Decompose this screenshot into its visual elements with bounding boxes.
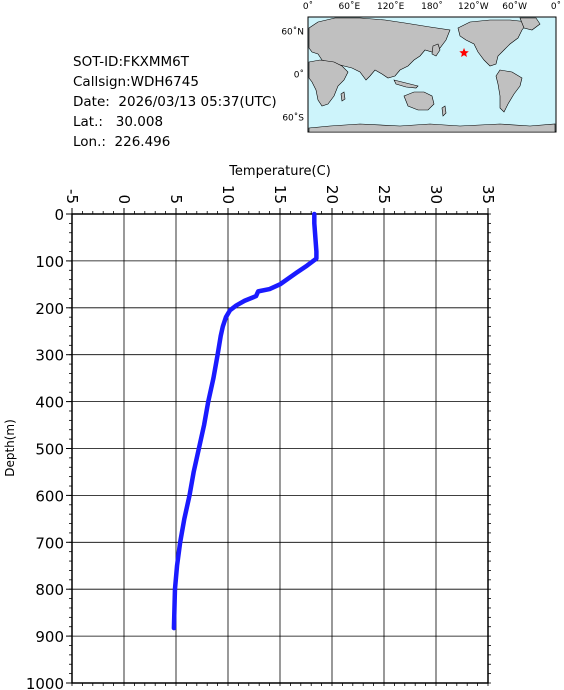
map-lat-label: 60˚S: [282, 113, 304, 124]
map-lon-label: 60˚E: [339, 1, 361, 12]
x-axis-ticks: -5 0 5 10 15 20 25 30 35: [63, 185, 497, 686]
lat-text: Lat.: 30.008: [73, 114, 164, 130]
x-tick-label: 15: [271, 185, 289, 204]
x-axis-title: Temperature(C): [228, 164, 331, 179]
map-lat-label: 60˚N: [281, 26, 304, 37]
x-tick-label: 25: [375, 185, 393, 204]
x-tick-label: 10: [219, 185, 237, 204]
y-tick-label: 800: [35, 581, 64, 599]
australia-landmass: [403, 91, 435, 111]
map-lon-label: 0˚: [303, 1, 313, 12]
y-axis-ticks: 0 100 200 300 400 500 600 700 800 900 1000: [26, 206, 491, 690]
x-tick-label: 20: [323, 185, 341, 204]
temperature-profile-line: [171, 211, 319, 631]
map-lat-label: 0˚: [294, 70, 304, 81]
map-lon-label: 120˚W: [458, 1, 489, 12]
greenland-landmass: [519, 17, 541, 31]
x-tick-label: 5: [167, 194, 185, 204]
y-tick-label: 900: [35, 628, 64, 646]
location-map: 0˚ 60˚E 120˚E 180˚ 120˚W 60˚W 0˚ 60˚N 0˚ 60˚S: [281, 1, 561, 133]
callsign-text: Callsign:WDH6745: [73, 74, 199, 90]
sot-id-text: SOT-ID:FKXMM6T: [73, 54, 189, 70]
map-lon-label: 180˚: [421, 1, 443, 12]
new-zealand-landmass: [441, 105, 447, 117]
x-tick-label: -5: [63, 189, 81, 204]
map-lon-label: 120˚E: [377, 1, 405, 12]
info-block: SOT-ID:FKXMM6T Callsign:WDH6745 Date: 20…: [73, 52, 277, 152]
y-tick-label: 500: [35, 441, 64, 459]
x-tick-label: 35: [479, 185, 497, 204]
y-tick-label: 0: [54, 206, 64, 224]
y-tick-label: 300: [35, 347, 64, 365]
south-america-landmass: [495, 69, 523, 113]
date-text: Date: 2026/03/13 05:37(UTC): [73, 94, 277, 110]
location-marker-star-icon: [459, 47, 469, 57]
x-tick-label: 0: [115, 194, 133, 204]
y-axis-title: Depth(m): [3, 419, 17, 477]
japan-landmass: [431, 43, 441, 57]
map-lon-label: 60˚W: [502, 1, 527, 12]
africa-landmass: [308, 59, 349, 107]
y-tick-label: 600: [35, 487, 64, 505]
antarctica-landmass: [308, 123, 556, 133]
y-tick-label: 400: [35, 394, 64, 412]
y-tick-label: 1000: [26, 675, 64, 690]
north-america-landmass: [457, 19, 529, 67]
lon-text: Lon.: 226.496: [73, 134, 171, 150]
indonesia-landmass: [393, 79, 419, 89]
x-tick-label: 30: [427, 185, 445, 204]
map-lon-label: 0˚: [551, 1, 561, 12]
y-tick-label: 700: [35, 534, 64, 552]
y-tick-label: 100: [35, 253, 64, 271]
madagascar-landmass: [340, 91, 346, 102]
map-land: [308, 17, 556, 133]
y-tick-label: 200: [35, 300, 64, 318]
